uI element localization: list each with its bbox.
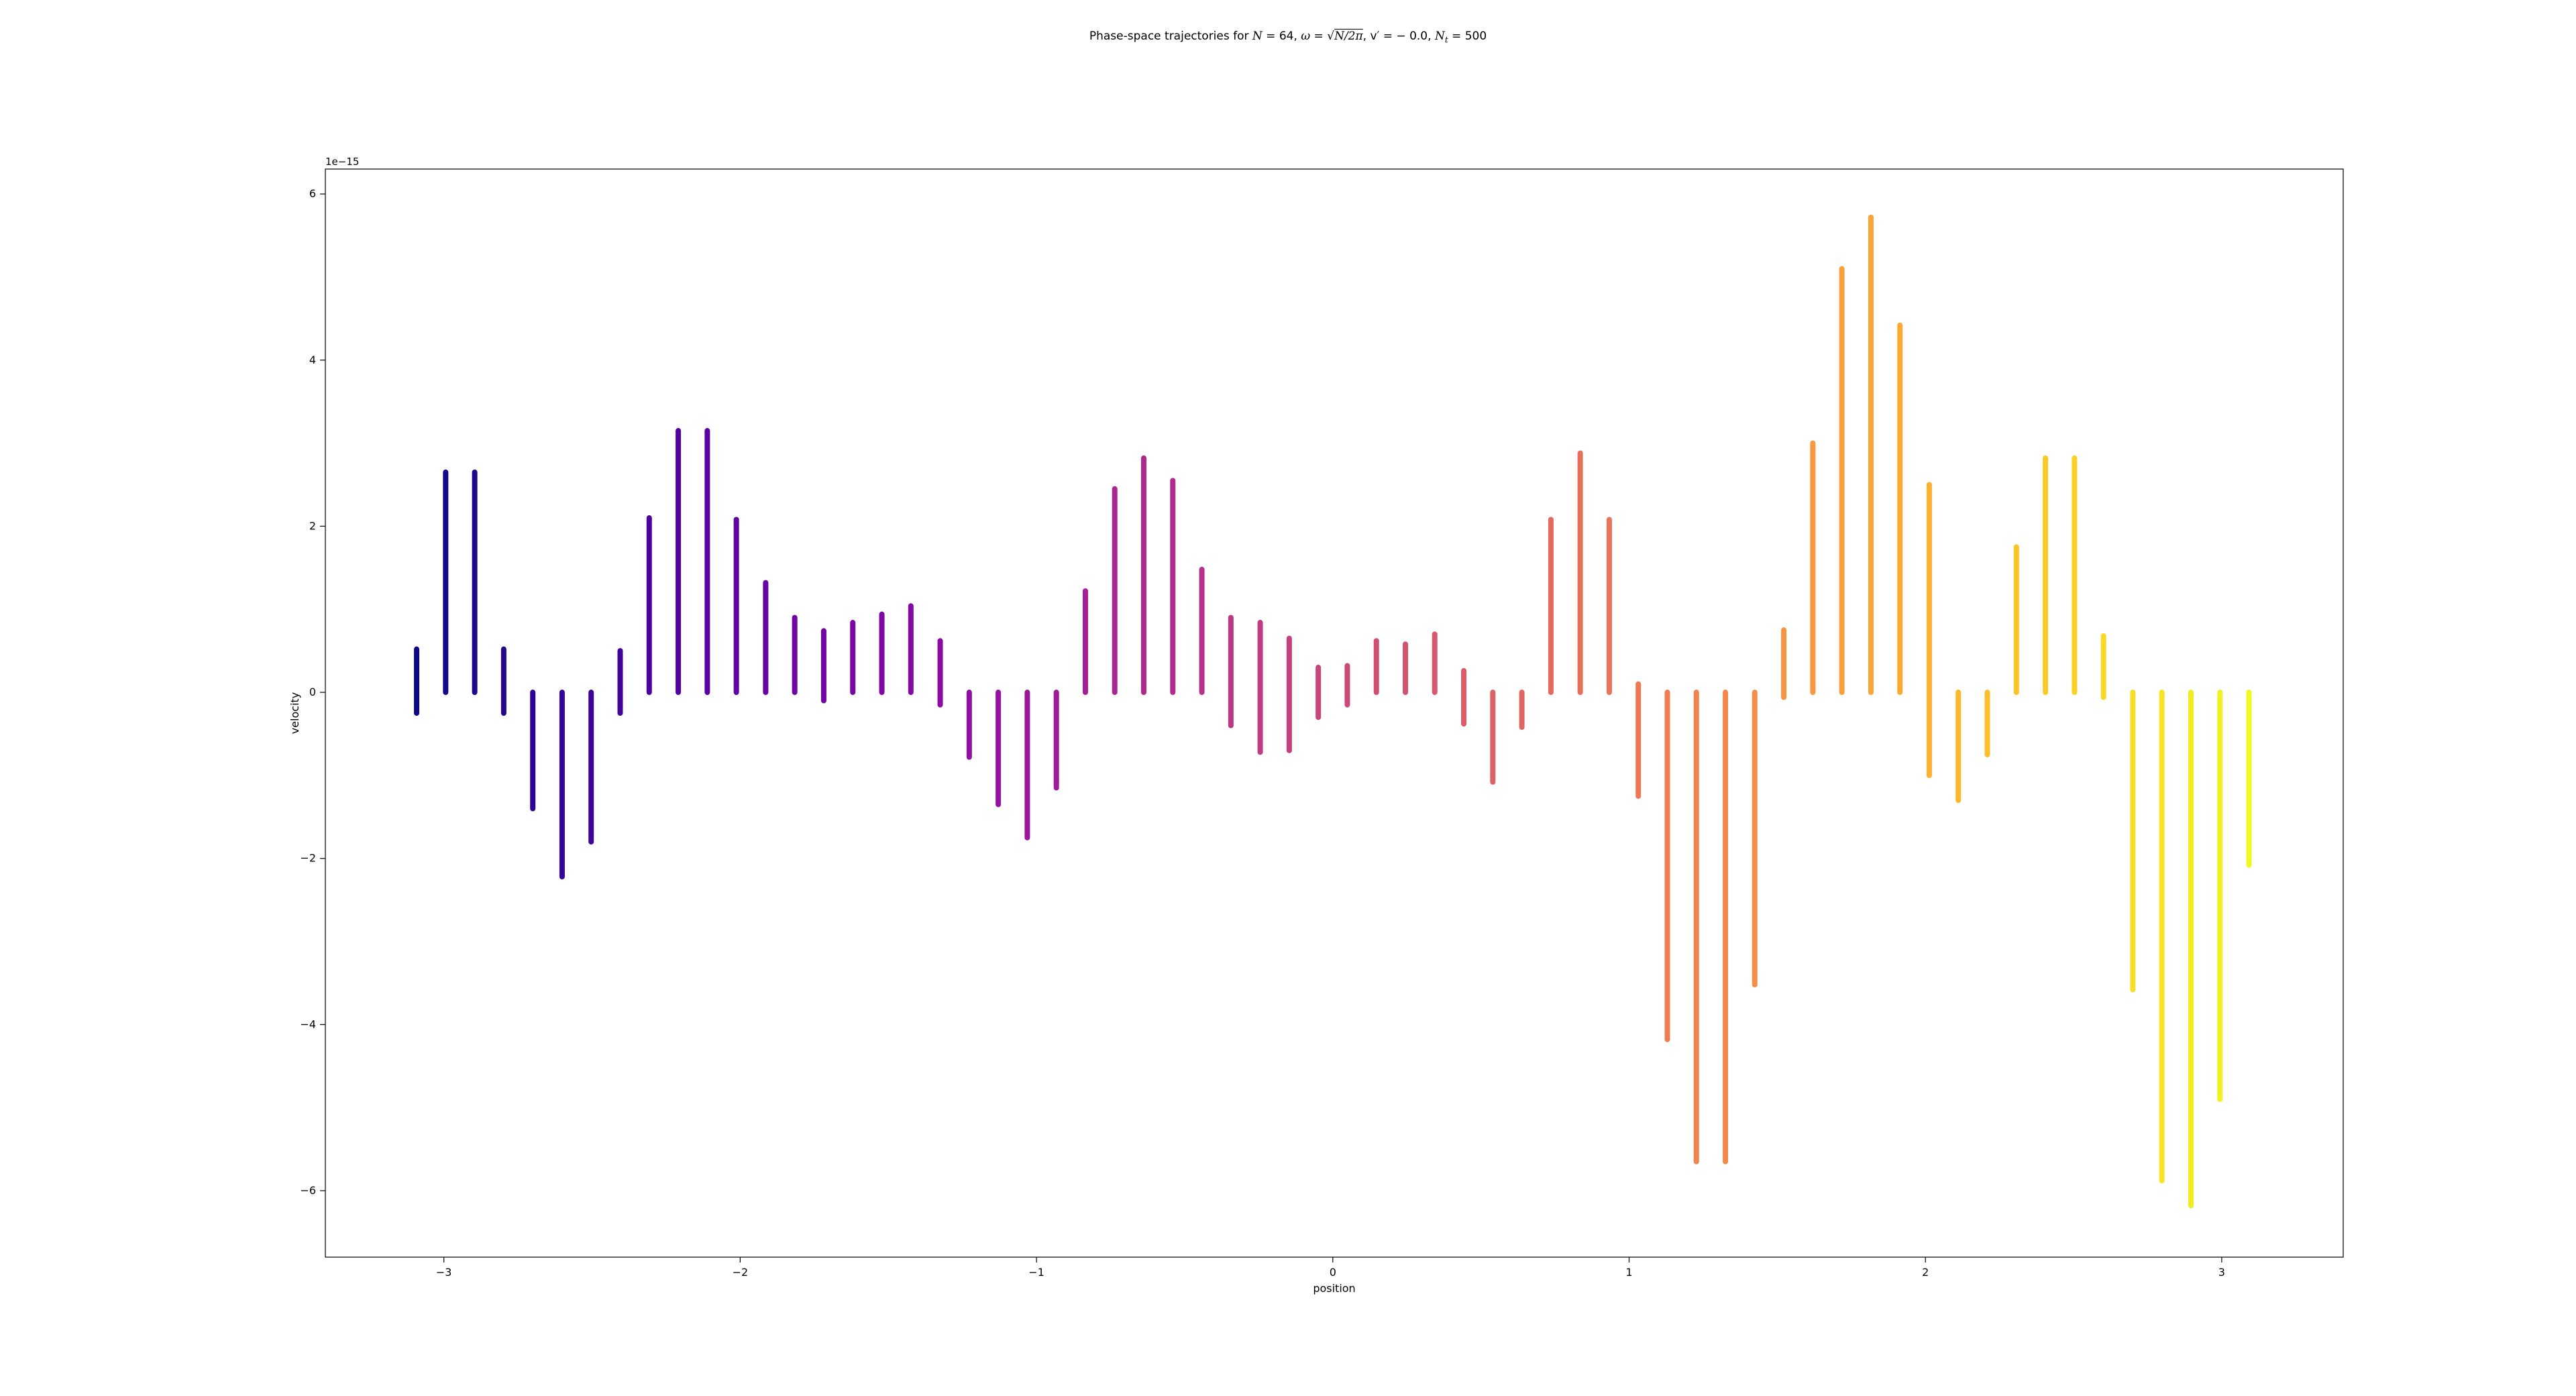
title-nt-symbol: N	[1434, 30, 1445, 43]
y-tick-label: 0	[309, 686, 316, 698]
x-tick-label: −3	[436, 1266, 452, 1279]
x-tick-label: 0	[1330, 1266, 1336, 1279]
y-tick-label: −2	[300, 852, 316, 865]
plot-area-frame	[325, 168, 2344, 1258]
title-n-symbol: N	[1252, 30, 1263, 43]
title-prefix: Phase-space trajectories for	[1089, 30, 1252, 43]
x-tick-label: 1	[1625, 1266, 1632, 1279]
title-omega-symbol: ω	[1301, 30, 1311, 43]
title-omega-eq: =	[1310, 30, 1328, 43]
trajectory-series	[414, 214, 2252, 1209]
title-nt-value: = 500	[1448, 30, 1487, 43]
x-tick-label: 2	[1922, 1266, 1929, 1279]
x-axis-label: position	[1313, 1282, 1355, 1295]
y-tick-label: −6	[300, 1184, 316, 1197]
y-axis-label: velocity	[288, 692, 301, 735]
y-tick-label: 2	[309, 519, 316, 532]
y-axis: −6 −4 −2 0 2 4 6	[300, 187, 325, 1197]
x-tick-label: −1	[1028, 1266, 1044, 1279]
title-sqrt-argument: N/2π	[1334, 30, 1363, 43]
title-n-value: = 64,	[1262, 30, 1301, 43]
title-nt-subscript: t	[1444, 35, 1448, 45]
x-tick-label: −2	[733, 1266, 749, 1279]
x-tick-label: 3	[2218, 1266, 2225, 1279]
chart-title: Phase-space trajectories for N = 64, ω =…	[0, 30, 2576, 44]
x-axis: −3 −2 −1 0 1 2 3	[436, 1257, 2225, 1279]
y-tick-label: 6	[309, 187, 316, 200]
title-sqrt-symbol: √	[1327, 30, 1335, 43]
y-tick-label: −4	[300, 1018, 316, 1030]
title-velocity-part: , v′ = − 0.0,	[1362, 30, 1435, 43]
y-tick-label: 4	[309, 354, 316, 366]
y-axis-offset-text: 1e−15	[325, 156, 359, 168]
